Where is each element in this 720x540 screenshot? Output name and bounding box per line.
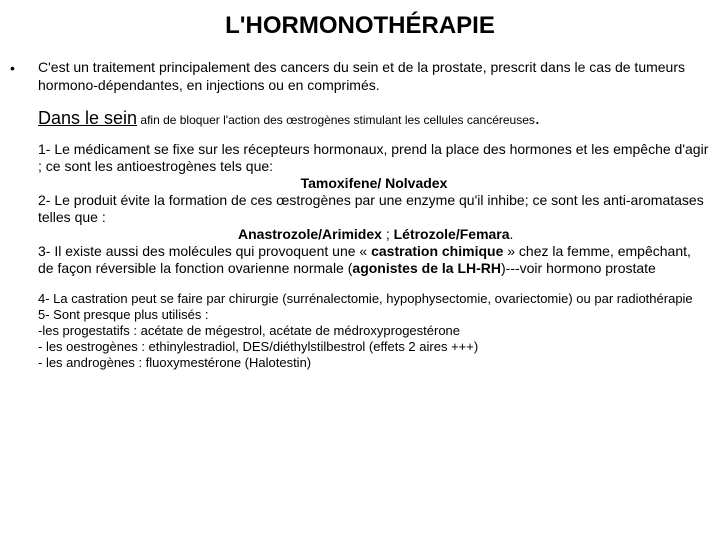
point-5a-text: -les progestatifs : acétate de mégestrol…: [38, 323, 710, 339]
footer-block: 4- La castration peut se faire par chiru…: [38, 291, 710, 371]
point-5b-text: - les oestrogènes : ethinylestradiol, DE…: [38, 339, 710, 355]
point-1-text: 1- Le médicament se fixe sur les récepte…: [38, 141, 710, 175]
body-block: 1- Le médicament se fixe sur les récepte…: [38, 141, 710, 277]
point-1-drug: Tamoxifene/ Nolvadex: [38, 175, 710, 192]
point-2-text: 2- Le produit évite la formation de ces …: [38, 192, 710, 226]
point-3-post: )---voir hormono prostate: [501, 260, 656, 276]
section-subtitle: afin de bloquer l'action des œstrogènes …: [137, 113, 535, 127]
point-3-bold-1: castration chimique: [371, 243, 503, 259]
section-period: .: [535, 108, 540, 128]
point-5-text: 5- Sont presque plus utilisés :: [38, 307, 710, 323]
point-3-text: 3- Il existe aussi des molécules qui pro…: [38, 243, 710, 277]
point-3-pre: 3- Il existe aussi des molécules qui pro…: [38, 243, 371, 259]
drug-anastrozole: Anastrozole/Arimidex: [238, 226, 382, 242]
point-2-drugs: Anastrozole/Arimidex ; Létrozole/Femara.: [38, 226, 710, 243]
section-heading: Dans le sein afin de bloquer l'action de…: [38, 108, 710, 129]
drug-letrozole: Létrozole/Femara: [394, 226, 510, 242]
drug-separator: ;: [382, 226, 394, 242]
page-title: L'HORMONOTHÉRAPIE: [10, 12, 710, 40]
point-3-bold-2: agonistes de la LH-RH: [352, 260, 501, 276]
section-label: Dans le sein: [38, 108, 137, 128]
drug-end: .: [510, 226, 514, 242]
intro-text: C'est un traitement principalement des c…: [38, 58, 710, 94]
intro-row: • C'est un traitement principalement des…: [10, 58, 710, 94]
bullet-marker: •: [10, 58, 38, 77]
point-5c-text: - les androgènes : fluoxymestérone (Halo…: [38, 355, 710, 371]
slide: L'HORMONOTHÉRAPIE • C'est un traitement …: [0, 0, 720, 540]
point-4-text: 4- La castration peut se faire par chiru…: [38, 291, 710, 307]
